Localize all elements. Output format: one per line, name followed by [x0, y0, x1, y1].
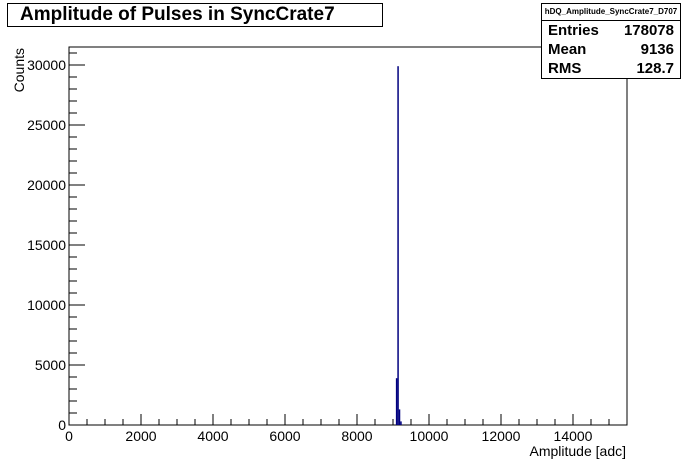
stats-value: 178078	[623, 22, 674, 39]
y-tick-label: 20000	[27, 177, 66, 193]
stats-label: Entries	[548, 22, 599, 39]
y-tick-label: 30000	[27, 57, 66, 73]
x-tick-label: 14000	[554, 428, 593, 444]
stats-value: 128.7	[636, 60, 674, 77]
x-axis-label: Amplitude [adc]	[530, 443, 627, 459]
chart-title: Amplitude of Pulses in SyncCrate7	[7, 3, 383, 27]
y-tick-label: 0	[58, 417, 66, 433]
stats-row-rms: RMS 128.7	[542, 59, 680, 78]
stats-label: RMS	[548, 60, 582, 77]
stats-box: hDQ_Amplitude_SyncCrate7_D707 Entries 17…	[541, 3, 681, 79]
y-tick-label: 5000	[35, 357, 66, 373]
stats-row-mean: Mean 9136	[542, 40, 680, 59]
y-tick-label: 15000	[27, 237, 66, 253]
y-tick-label: 10000	[27, 297, 66, 313]
x-tick-label: 6000	[269, 428, 300, 444]
x-tick-label: 10000	[410, 428, 449, 444]
axis-tick-labels: 0 2000 4000 6000 8000 10000 12000 14000 0 5000 100…	[27, 57, 593, 444]
histogram-bar	[400, 421, 402, 425]
x-tick-label: 8000	[341, 428, 372, 444]
axis-ticks	[68, 52, 628, 426]
histogram-bar	[398, 409, 401, 425]
stats-label: Mean	[548, 41, 587, 58]
x-tick-label: 12000	[482, 428, 521, 444]
x-tick-label: 0	[65, 428, 73, 444]
stats-histogram-name: hDQ_Amplitude_SyncCrate7_D707	[542, 4, 680, 21]
histogram-bars	[395, 66, 402, 425]
x-tick-label: 4000	[197, 428, 228, 444]
x-tick-label: 2000	[125, 428, 156, 444]
stats-value: 9136	[640, 41, 674, 58]
histogram-bar	[397, 66, 399, 425]
histogram-bar	[395, 378, 398, 425]
y-axis-label: Counts	[11, 48, 27, 92]
y-tick-label: 25000	[27, 117, 66, 133]
plot-frame	[68, 46, 628, 426]
stats-row-entries: Entries 178078	[542, 21, 680, 40]
